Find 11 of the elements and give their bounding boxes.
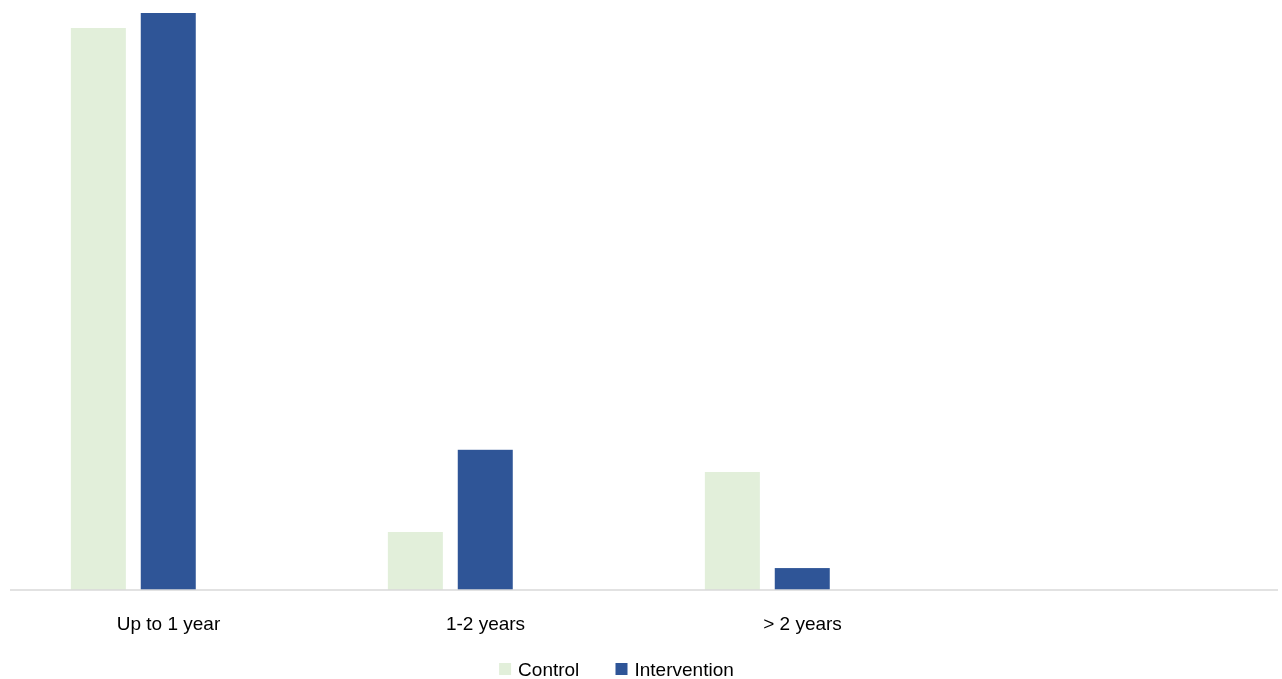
bar — [457, 449, 513, 590]
bar — [140, 13, 196, 590]
x-tick-label: > 2 years — [763, 613, 842, 634]
bar — [70, 28, 126, 590]
bar — [704, 472, 760, 590]
x-tick-label: 1-2 years — [445, 613, 526, 634]
legend-label: Control — [518, 659, 580, 679]
bar — [774, 568, 830, 590]
bar — [387, 532, 443, 590]
legend-label: Intervention — [634, 659, 734, 679]
x-tick-label: Up to 1 year — [116, 613, 221, 634]
